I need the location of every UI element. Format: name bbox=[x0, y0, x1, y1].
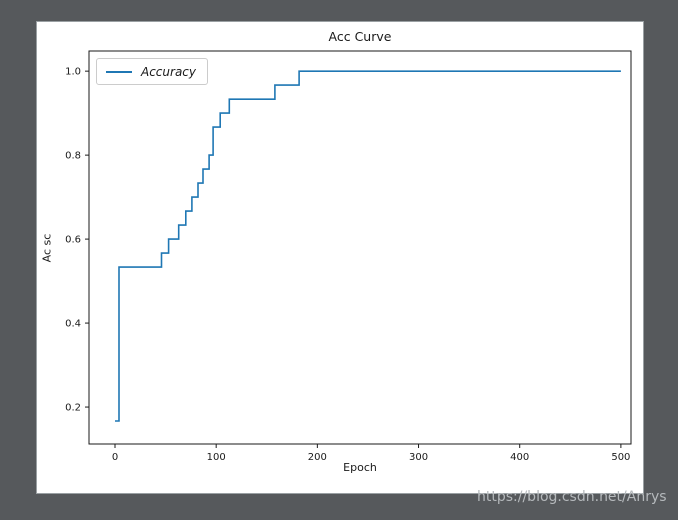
chart-title: Acc Curve bbox=[328, 29, 392, 44]
y-tick-label: 0.2 bbox=[65, 403, 81, 414]
x-tick-label: 0 bbox=[112, 452, 118, 463]
legend-label: Accuracy bbox=[141, 64, 196, 79]
watermark: https://blog.csdn.net/Anrys bbox=[477, 489, 667, 505]
figure: 0 100 200 300 400 500 0.2 0.4 0.6 0.8 1.0 Acc Curv… bbox=[36, 21, 644, 494]
acc-curve-chart: 0 100 200 300 400 500 0.2 0.4 0.6 0.8 1.0 bbox=[65, 50, 632, 463]
x-axis-label: Epoch bbox=[343, 461, 377, 474]
y-tick-label: 0.6 bbox=[65, 235, 81, 246]
y-tick-label: 0.8 bbox=[65, 151, 81, 162]
legend: Accuracy bbox=[96, 58, 208, 85]
x-tick-label: 400 bbox=[510, 452, 529, 463]
accuracy-line bbox=[115, 70, 621, 422]
y-tick-label: 1.0 bbox=[65, 67, 81, 78]
x-tick-label: 200 bbox=[308, 452, 327, 463]
x-tick-label: 100 bbox=[207, 452, 226, 463]
axes-spines bbox=[88, 50, 632, 445]
legend-line-swatch bbox=[106, 70, 132, 73]
x-tick-label: 300 bbox=[409, 452, 428, 463]
x-tick-label: 500 bbox=[611, 452, 630, 463]
y-tick-label: 0.4 bbox=[65, 319, 81, 330]
y-axis-label: Ac sc bbox=[40, 233, 54, 263]
